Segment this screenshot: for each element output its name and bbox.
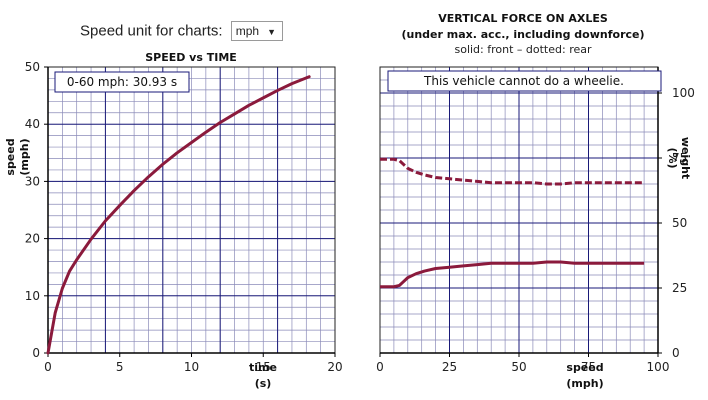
wheelie-annotation-box: [387, 70, 662, 92]
force-chart-x-tick-label: 100: [647, 360, 670, 374]
force-chart-y-tick-label: 25: [672, 281, 687, 295]
speed-unit-select[interactable]: mph ▼: [230, 21, 284, 41]
force-chart-y-tick-label: 50: [672, 216, 687, 230]
force-chart-x-tick-label: 75: [581, 360, 596, 374]
force-chart-y-tick-label: 75: [672, 151, 687, 165]
speed-chart-title: SPEED vs TIME: [145, 51, 237, 64]
speed-chart-x-label: time: [249, 361, 277, 374]
force-chart-y-tick-label: 100: [672, 86, 695, 100]
force-chart-x-label: speed: [566, 361, 603, 374]
force-chart-x-tick-label: 0: [376, 360, 384, 374]
rear-axle-curve: [380, 157, 645, 186]
force-chart-x-tick-label: 50: [511, 360, 526, 374]
speed-chart-y-unit: (mph): [18, 138, 31, 175]
speed-unit-label: Speed unit for charts:: [80, 22, 223, 40]
force-chart-x-unit: (mph): [566, 377, 603, 390]
speed-chart-x-tick-label: 10: [184, 360, 199, 374]
speed-chart-y-tick-label: 10: [25, 289, 40, 303]
front-axle-curve: [380, 260, 645, 289]
chevron-down-icon: ▼: [267, 27, 277, 37]
speed-chart-y-tick-label: 40: [25, 117, 40, 131]
acceleration-annotation-box: [54, 71, 190, 93]
speed-chart-x-tick-label: 5: [116, 360, 124, 374]
speed-chart-x-tick-label: 15: [256, 360, 271, 374]
speed-curve: [46, 75, 311, 355]
acceleration-annotation-text: 0-60 mph: 30.93 s: [67, 75, 177, 89]
speed-chart-y-tick-label: 50: [25, 60, 40, 74]
force-chart-legend: solid: front – dotted: rear: [454, 43, 591, 56]
speed-chart-y-tick-label: 0: [32, 346, 40, 360]
speed-chart-x-tick-label: 20: [327, 360, 342, 374]
speed-chart-y-label: speed: [4, 138, 17, 175]
force-chart-title: VERTICAL FORCE ON AXLES: [438, 12, 608, 25]
force-chart-y-unit: (%): [666, 147, 679, 168]
speed-chart-y-tick-label: 20: [25, 232, 40, 246]
wheelie-annotation-text: This vehicle cannot do a wheelie.: [423, 74, 624, 88]
force-chart-subtitle: (under max. acc., including downforce): [401, 28, 644, 41]
speed-unit-control: Speed unit for charts: mph ▼: [80, 21, 284, 41]
force-chart-y-tick-label: 0: [672, 346, 680, 360]
force-chart-x-tick-label: 25: [442, 360, 457, 374]
speed-unit-value: mph: [235, 24, 260, 38]
speed-chart-x-tick-label: 0: [44, 360, 52, 374]
speed-chart-y-tick-label: 30: [25, 174, 40, 188]
force-chart-y-label: weight: [679, 137, 692, 179]
speed-chart-x-unit: (s): [255, 377, 272, 390]
